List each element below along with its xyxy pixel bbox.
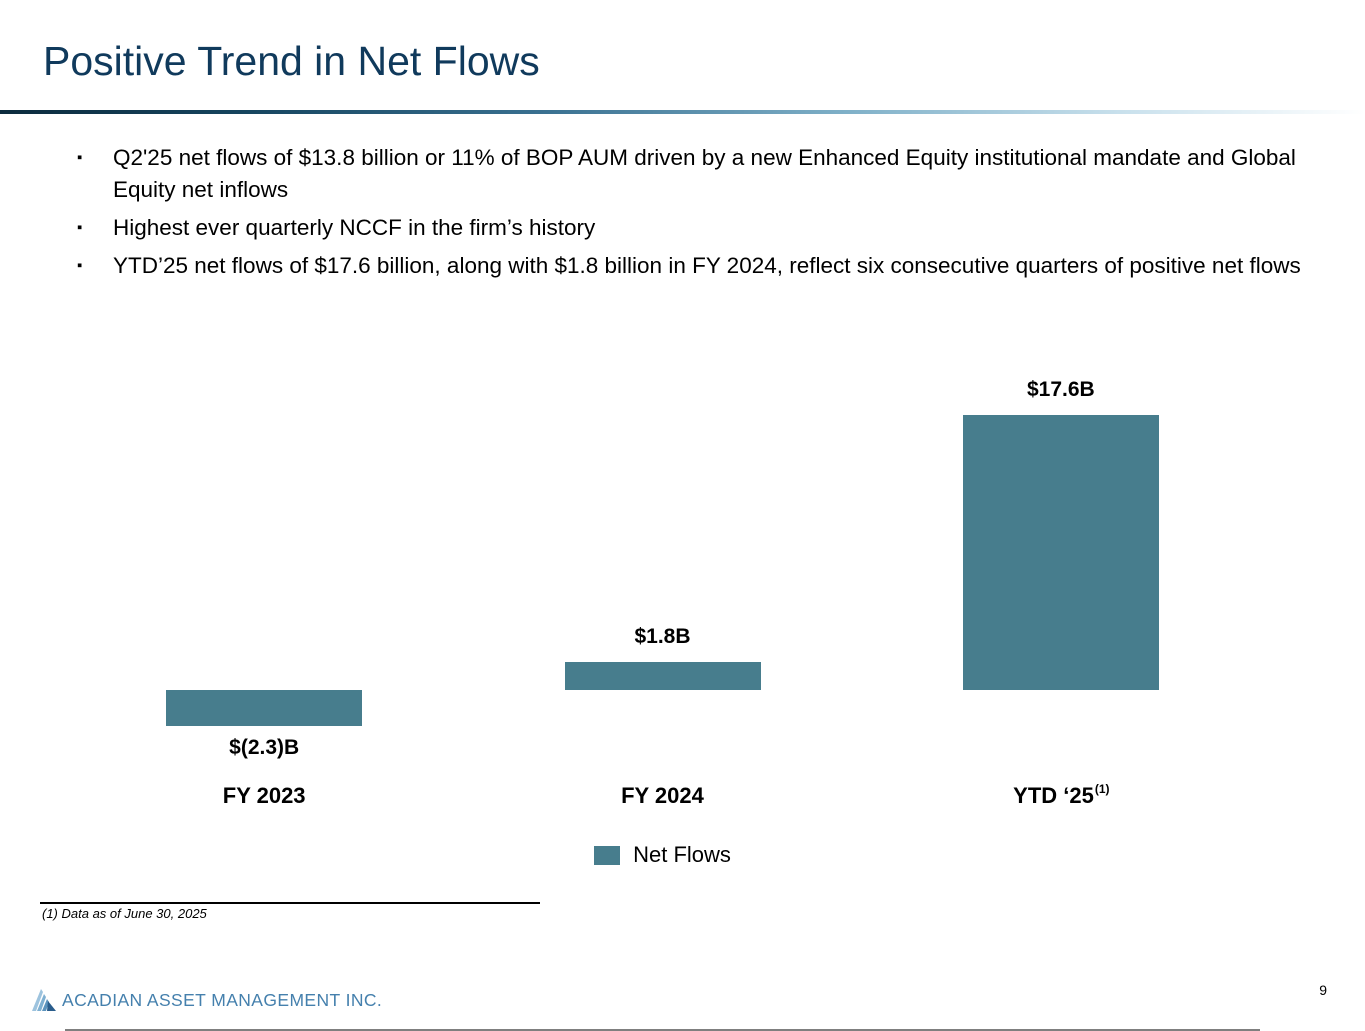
bullet-marker: ▪ xyxy=(77,219,83,236)
chart-plot-area: $(2.3)B FY 2023 $1.8B FY 2024 $17.6B YTD ‘25(… xyxy=(65,340,1260,1031)
acadian-logo-icon xyxy=(32,989,56,1011)
page-title: Positive Trend in Net Flows xyxy=(43,38,540,84)
bullet-item: ▪ YTD’25 net flows of $17.6 billion, alo… xyxy=(75,250,1320,282)
footer: ACADIAN ASSET MANAGEMENT INC. 9 xyxy=(0,980,1365,1024)
company-name: ACADIAN ASSET MANAGEMENT INC. xyxy=(62,990,383,1010)
bar-value-label: $1.8B xyxy=(634,624,691,648)
bullet-marker: ▪ xyxy=(77,149,83,166)
bullet-text: Highest ever quarterly NCCF in the firm’… xyxy=(113,215,596,240)
bar-value-label: $17.6B xyxy=(1026,378,1095,402)
category-label: FY 2024 xyxy=(621,783,704,808)
bullet-text: YTD’25 net flows of $17.6 billion, along… xyxy=(113,253,1301,278)
chart-bar xyxy=(564,661,761,690)
page-number: 9 xyxy=(1319,982,1327,998)
chart-legend: Net Flows xyxy=(65,842,1260,868)
bullet-text: Q2'25 net flows of $13.8 billion or 11% … xyxy=(113,145,1296,202)
bar-value-label: $(2.3)B xyxy=(229,735,300,759)
bullet-list: ▪ Q2'25 net flows of $13.8 billion or 11… xyxy=(75,142,1320,288)
category-label: FY 2023 xyxy=(222,783,306,808)
bullet-item: ▪ Highest ever quarterly NCCF in the fir… xyxy=(75,212,1320,244)
legend-label: Net Flows xyxy=(633,842,731,867)
company-logo: ACADIAN ASSET MANAGEMENT INC. xyxy=(30,989,382,1012)
footnote-divider xyxy=(40,902,540,904)
bullet-marker: ▪ xyxy=(77,257,83,274)
footnote-text: (1) Data as of June 30, 2025 xyxy=(42,906,207,921)
chart-bar xyxy=(166,690,363,726)
header-divider xyxy=(0,110,1365,114)
chart-bar xyxy=(962,415,1159,690)
category-label: YTD ‘25(1) xyxy=(1013,781,1110,808)
footnote-marker: (1) xyxy=(1094,781,1110,796)
legend-swatch xyxy=(594,845,621,865)
bullet-item: ▪ Q2'25 net flows of $13.8 billion or 11… xyxy=(75,142,1320,206)
